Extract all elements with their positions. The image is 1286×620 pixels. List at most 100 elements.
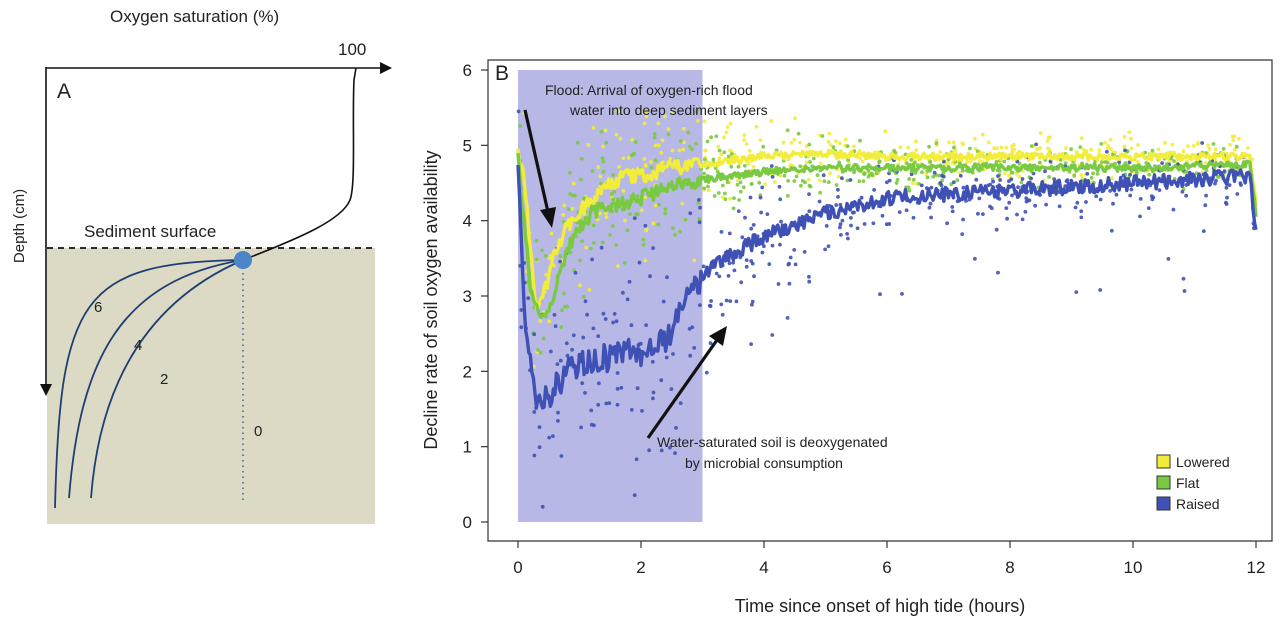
scatter-point — [690, 147, 694, 152]
scatter-point — [641, 243, 646, 247]
y-tick-label: 4 — [463, 212, 472, 231]
scatter-point — [711, 157, 716, 162]
scatter-point — [580, 239, 584, 244]
scatter-point — [1214, 178, 1218, 183]
scatter-point — [931, 174, 936, 179]
scatter-point — [680, 201, 685, 206]
legend-label-lowered: Lowered — [1176, 454, 1230, 470]
scatter-point — [704, 370, 709, 375]
scatter-point — [727, 261, 732, 266]
scatter-point — [692, 346, 697, 350]
annotation-water-line-2: by microbial consumption — [685, 455, 843, 471]
scatter-point — [770, 333, 775, 337]
annotation-flood-arrow — [523, 109, 550, 213]
scatter-point — [1079, 173, 1084, 178]
scatter-point — [752, 274, 756, 279]
legend-label-flat: Flat — [1176, 475, 1199, 491]
scatter-point — [635, 386, 640, 391]
scatter-point — [991, 179, 995, 184]
scatter-point — [623, 218, 627, 223]
scatter-point — [706, 188, 711, 193]
scatter-point — [651, 221, 656, 226]
scatter-point — [598, 174, 603, 179]
scatter-point — [697, 217, 702, 221]
scatter-point — [1196, 140, 1200, 145]
profile-curve-2h — [90, 259, 244, 499]
scatter-point — [946, 161, 950, 165]
scatter-point — [778, 197, 783, 202]
scatter-point — [656, 222, 661, 227]
scatter-point — [1111, 201, 1115, 206]
scatter-point — [925, 175, 930, 180]
scatter-point — [656, 121, 661, 126]
scatter-point — [822, 179, 827, 184]
scatter-point — [1084, 200, 1088, 204]
scatter-point — [769, 119, 774, 123]
scatter-point — [779, 219, 783, 224]
scatter-point — [934, 141, 939, 146]
scatter-point — [785, 193, 790, 198]
scatter-point — [621, 189, 626, 193]
scatter-point — [949, 182, 954, 187]
scatter-point — [1029, 176, 1033, 181]
scatter-point — [1019, 180, 1024, 185]
scatter-point — [575, 140, 580, 145]
scatter-point — [671, 352, 675, 356]
scatter-point — [807, 274, 811, 279]
scatter-point — [994, 227, 999, 232]
scatter-point — [628, 212, 632, 217]
scatter-point — [598, 211, 602, 216]
scatter-point — [785, 128, 790, 133]
scatter-point — [1012, 147, 1017, 152]
scatter-point — [1156, 147, 1161, 152]
scatter-point — [717, 156, 722, 161]
scatter-point — [714, 271, 719, 276]
scatter-point — [719, 302, 724, 307]
scatter-point — [806, 177, 811, 182]
scatter-point — [681, 126, 686, 131]
scatter-point — [807, 279, 812, 284]
scatter-point — [720, 183, 725, 188]
scatter-point — [1207, 147, 1212, 151]
sediment-surface-label: Sediment surface — [84, 222, 216, 241]
scatter-point — [744, 264, 749, 269]
scatter-point — [725, 125, 730, 129]
scatter-point — [937, 173, 941, 178]
scatter-point — [845, 144, 850, 149]
scatter-point — [1231, 138, 1236, 143]
scatter-point — [1109, 228, 1114, 233]
scatter-point — [919, 183, 924, 188]
scatter-point — [1002, 159, 1007, 164]
scatter-point — [909, 172, 914, 177]
scatter-point — [734, 299, 739, 304]
scatter-point — [591, 241, 596, 245]
scatter-point — [1044, 202, 1048, 207]
scatter-point — [1246, 146, 1250, 151]
scatter-point — [1074, 290, 1079, 294]
scatter-point — [1122, 134, 1127, 139]
scatter-point — [827, 131, 832, 136]
scatter-point — [559, 325, 564, 329]
scatter-point — [650, 360, 655, 364]
scatter-point — [900, 292, 904, 296]
scatter-point — [778, 242, 782, 247]
scatter-point — [1225, 195, 1229, 200]
scatter-point — [1166, 257, 1171, 261]
legend: Lowered Flat Raised — [1156, 454, 1230, 512]
scatter-point — [1182, 289, 1187, 293]
scatter-point — [601, 169, 606, 174]
scatter-point — [632, 151, 636, 156]
scatter-point — [1078, 145, 1083, 150]
scatter-point — [858, 138, 862, 143]
scatter-point — [897, 210, 902, 215]
scatter-point — [1046, 135, 1051, 140]
scatter-point — [906, 185, 911, 190]
scatter-point — [1163, 141, 1167, 145]
scatter-point — [861, 179, 866, 184]
scatter-point — [1213, 147, 1218, 152]
scatter-point — [585, 312, 589, 317]
scatter-point — [532, 332, 537, 337]
scatter-point — [1227, 183, 1232, 188]
scatter-point — [612, 312, 617, 316]
scatter-point — [846, 236, 850, 241]
